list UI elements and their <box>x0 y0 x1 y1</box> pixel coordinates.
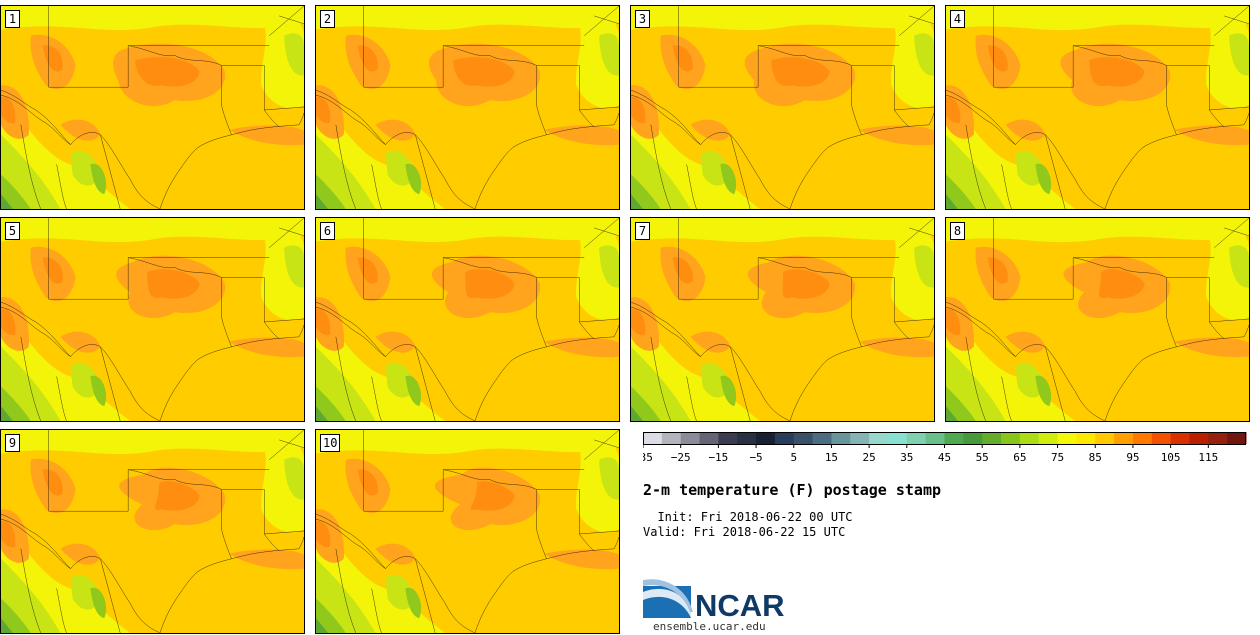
colorbar-swatch <box>661 432 682 444</box>
member-map-panel: 10 <box>315 429 620 634</box>
colorbar-swatch <box>643 432 663 444</box>
colorbar-swatch <box>944 432 964 444</box>
colorbar-tick-label: −5 <box>749 451 762 464</box>
colorbar-swatch <box>1208 432 1228 444</box>
colorbar-tick-label: 105 <box>1161 451 1181 464</box>
member-map-panel: 3 <box>630 5 935 210</box>
colorbar-tick-label: 15 <box>825 451 838 464</box>
colorbar-tick-label: 5 <box>790 451 797 464</box>
colorbar-swatch <box>982 432 1002 444</box>
colorbar-tick-label: 95 <box>1126 451 1139 464</box>
colorbar-tick-label: 25 <box>863 451 876 464</box>
member-map-panel: 6 <box>315 217 620 422</box>
colorbar-swatch <box>1151 432 1172 444</box>
member-map-panel: 8 <box>945 217 1250 422</box>
member-map-panel: 4 <box>945 5 1250 210</box>
product-title: 2-m temperature (F) postage stamp <box>643 481 942 499</box>
member-map-panel: 9 <box>0 429 305 634</box>
colorbar-tick-label: −15 <box>708 451 728 464</box>
colorbar-swatch <box>718 432 738 444</box>
colorbar-swatch <box>1189 432 1209 444</box>
member-number-label: 7 <box>635 222 650 240</box>
colorbar-swatch <box>756 432 776 444</box>
member-map-panel: 1 <box>0 5 305 210</box>
ensemble-url[interactable]: ensemble.ucar.edu <box>653 620 766 633</box>
colorbar-tick-label: −25 <box>671 451 691 464</box>
colorbar-swatch <box>887 432 908 444</box>
colorbar-swatch <box>1038 432 1059 444</box>
colorbar-swatch <box>699 432 719 444</box>
temperature-colorbar: −35 −25 −15 −5 5 15 25 35 45 55 65 75 85 95 105 115 <box>643 432 1247 464</box>
colorbar-tick-label: 65 <box>1013 451 1026 464</box>
colorbar-swatch <box>1114 432 1134 444</box>
ncar-logo: NCAR <box>643 579 785 620</box>
colorbar-tick-label: 45 <box>938 451 951 464</box>
colorbar-tick-label: 115 <box>1198 451 1218 464</box>
member-map-panel: 7 <box>630 217 935 422</box>
colorbar-swatch <box>793 432 814 444</box>
colorbar-swatch <box>737 432 757 444</box>
colorbar-tick-label: −35 <box>643 451 653 464</box>
colorbar-swatch <box>1227 432 1247 444</box>
init-time: Init: Fri 2018-06-22 00 UTC <box>643 510 853 524</box>
ncar-logo-wordmark: NCAR <box>695 588 785 620</box>
colorbar-swatch <box>925 432 945 444</box>
colorbar-swatch <box>963 432 983 444</box>
member-number-label: 2 <box>320 10 335 28</box>
member-number-label: 1 <box>5 10 20 28</box>
colorbar-swatch <box>1057 432 1077 444</box>
member-map-panel: 5 <box>0 217 305 422</box>
colorbar-swatch <box>1132 432 1153 444</box>
colorbar-swatch <box>831 432 851 444</box>
colorbar-swatch <box>1076 432 1096 444</box>
colorbar-swatch <box>1019 432 1040 444</box>
colorbar-tick-label: 75 <box>1051 451 1064 464</box>
colorbar-tick-label: 85 <box>1089 451 1102 464</box>
colorbar-swatch <box>1170 432 1190 444</box>
colorbar-swatch <box>812 432 832 444</box>
colorbar-tick-label: 55 <box>976 451 989 464</box>
member-number-label: 10 <box>320 434 341 452</box>
member-number-label: 5 <box>5 222 20 240</box>
colorbar-swatch <box>1001 432 1021 444</box>
colorbar-tick-label: 35 <box>900 451 913 464</box>
colorbar-swatch <box>774 432 795 444</box>
member-number-label: 6 <box>320 222 335 240</box>
colorbar-swatch <box>680 432 701 444</box>
colorbar-swatch <box>1095 432 1115 444</box>
member-number-label: 8 <box>950 222 965 240</box>
colorbar-swatch <box>869 432 889 444</box>
colorbar-swatch <box>906 432 927 444</box>
member-number-label: 3 <box>635 10 650 28</box>
member-map-panel: 2 <box>315 5 620 210</box>
member-number-label: 9 <box>5 434 20 452</box>
valid-time: Valid: Fri 2018-06-22 15 UTC <box>643 525 846 539</box>
member-number-label: 4 <box>950 10 965 28</box>
colorbar-swatch <box>850 432 870 444</box>
